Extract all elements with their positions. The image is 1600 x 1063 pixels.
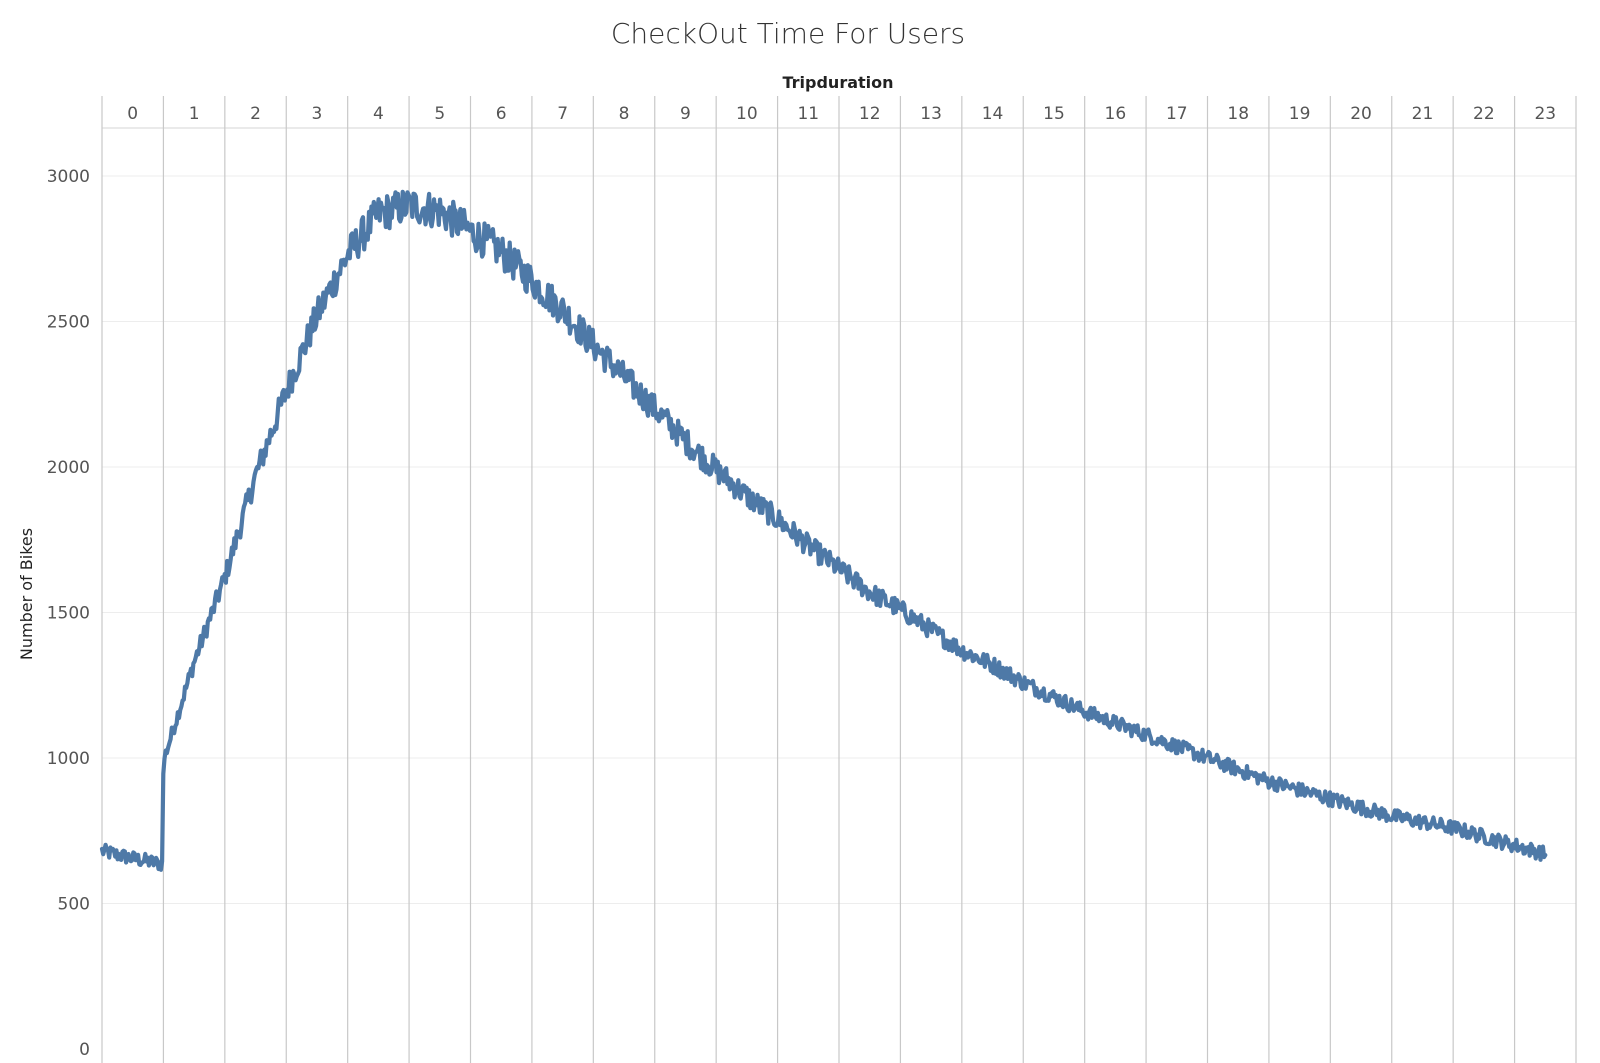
column-label-1: 1: [189, 104, 200, 124]
y-axis-ticks: 0 500 1000 1500 2000 2500 3000: [47, 167, 90, 1060]
column-dividers: [101, 96, 1577, 1063]
column-label-4: 4: [373, 104, 384, 124]
column-label-18: 18: [1227, 104, 1249, 124]
column-label-3: 3: [312, 104, 323, 124]
column-label-22: 22: [1473, 104, 1495, 124]
y-tick-2500: 2500: [47, 313, 90, 333]
column-label-0: 0: [127, 104, 138, 124]
column-label-7: 7: [557, 104, 568, 124]
column-label-2: 2: [250, 104, 261, 124]
y-tick-2000: 2000: [47, 458, 90, 478]
column-label-6: 6: [496, 104, 507, 124]
column-label-8: 8: [619, 104, 630, 124]
column-label-10: 10: [736, 104, 758, 124]
column-label-12: 12: [859, 104, 881, 124]
column-header-labels: 0 1 2 3 4 5 6 7 8 9 10 11 12 13 14 15 16 17 18 19 20 21 22 23: [127, 104, 1556, 124]
column-label-17: 17: [1166, 104, 1188, 124]
y-tick-500: 500: [58, 895, 90, 915]
column-label-19: 19: [1289, 104, 1311, 124]
y-tick-0: 0: [79, 1040, 90, 1060]
column-label-9: 9: [680, 104, 691, 124]
y-tick-1000: 1000: [47, 749, 90, 769]
column-label-16: 16: [1105, 104, 1127, 124]
chart-title: CheckOut Time For Users: [611, 17, 965, 50]
column-label-5: 5: [434, 104, 445, 124]
y-tick-3000: 3000: [47, 167, 90, 187]
column-label-13: 13: [920, 104, 942, 124]
column-label-21: 21: [1412, 104, 1434, 124]
x-axis-label: Tripduration: [782, 73, 893, 92]
column-label-11: 11: [797, 104, 819, 124]
column-label-15: 15: [1043, 104, 1065, 124]
column-label-20: 20: [1350, 104, 1372, 124]
column-label-14: 14: [982, 104, 1004, 124]
series-line-0: [99, 189, 1548, 872]
column-label-23: 23: [1534, 104, 1556, 124]
y-tick-1500: 1500: [47, 604, 90, 624]
y-axis-label: Number of Bikes: [17, 528, 36, 660]
series: [99, 189, 1548, 872]
